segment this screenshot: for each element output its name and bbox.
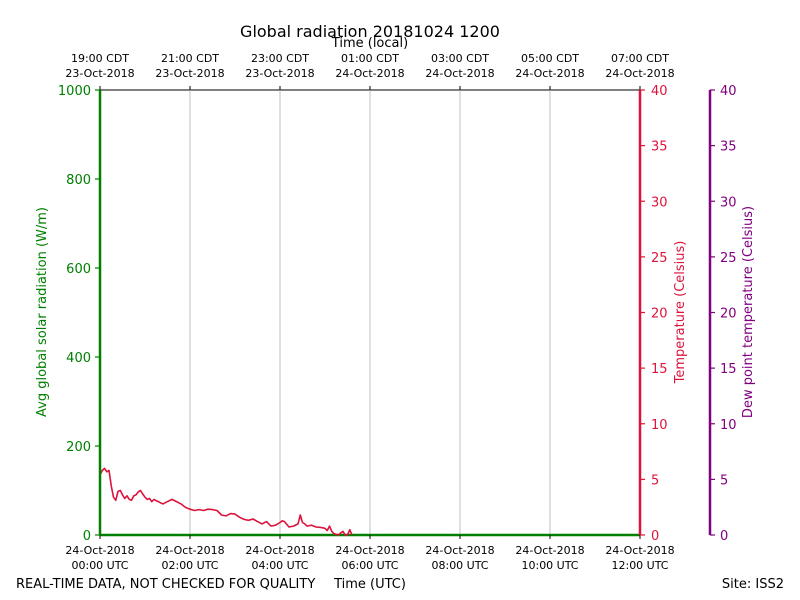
x-tick-utc-time: 00:00 UTC	[71, 559, 128, 572]
y-tick-right2-label: 15	[720, 362, 737, 377]
y-tick-right-label: 15	[651, 362, 668, 377]
x-tick-utc-date: 24-Oct-2018	[335, 544, 404, 557]
y-tick-right-label: 0	[651, 529, 659, 544]
y-tick-right2-label: 40	[720, 84, 737, 99]
y-ticks-left: 0 200 400 600 800 1000	[58, 84, 100, 544]
y-axis-label-left: Avg global solar radiation (W/m)	[35, 207, 50, 417]
y-tick-left-label: 600	[66, 262, 91, 277]
x-tick-utc-date: 24-Oct-2018	[425, 544, 494, 557]
y-tick-right2-label: 0	[720, 529, 728, 544]
x-tick-local-time: 23:00 CDT	[251, 52, 309, 65]
x-tick-utc-time: 02:00 UTC	[161, 559, 218, 572]
y-tick-right-label: 20	[651, 307, 668, 322]
x-tick-utc-date: 24-Oct-2018	[245, 544, 314, 557]
x-ticks-local: 19:00 CDT 23-Oct-2018 21:00 CDT 23-Oct-2018…	[65, 52, 675, 90]
y-tick-left-label: 1000	[58, 84, 91, 99]
y-tick-left-label: 0	[83, 529, 91, 544]
x-tick-utc-date: 24-Oct-2018	[155, 544, 224, 557]
y-tick-right2-label: 35	[720, 140, 737, 155]
x-tick-local-time: 01:00 CDT	[341, 52, 399, 65]
x-tick-local-date: 23-Oct-2018	[65, 67, 134, 80]
y-axis-label-right: Temperature (Celsius)	[673, 241, 688, 385]
x-tick-local-time: 07:00 CDT	[611, 52, 669, 65]
y-tick-right-label: 25	[651, 251, 668, 266]
y-tick-right2-label: 25	[720, 251, 737, 266]
top-axis-label: Time (local)	[331, 36, 408, 51]
x-tick-local-time: 19:00 CDT	[71, 52, 129, 65]
x-ticks-utc: 24-Oct-2018 00:00 UTC 24-Oct-2018 02:00 UTC…	[65, 535, 675, 572]
x-tick-local-time: 21:00 CDT	[161, 52, 219, 65]
chart-title: Global radiation 20181024 1200	[240, 22, 500, 41]
y-tick-left-label: 200	[66, 440, 91, 455]
y-tick-right-label: 30	[651, 195, 668, 210]
x-tick-local-date: 24-Oct-2018	[425, 67, 494, 80]
y-tick-right2-label: 10	[720, 418, 737, 433]
x-tick-utc-date: 24-Oct-2018	[605, 544, 674, 557]
x-tick-local-date: 24-Oct-2018	[335, 67, 404, 80]
x-tick-utc-date: 24-Oct-2018	[515, 544, 584, 557]
x-tick-local-date: 23-Oct-2018	[155, 67, 224, 80]
y-tick-left-label: 400	[66, 351, 91, 366]
y-tick-right-label: 10	[651, 418, 668, 433]
y-tick-left-label: 800	[66, 173, 91, 188]
x-tick-utc-time: 10:00 UTC	[521, 559, 578, 572]
x-gridlines	[189, 90, 551, 535]
footer-quality-note: REAL-TIME DATA, NOT CHECKED FOR QUALITY	[16, 577, 315, 592]
y-tick-right2-label: 5	[720, 473, 728, 488]
y-ticks-right2: 0 5 10 15 20 25 30 35 40	[710, 84, 737, 544]
y-ticks-right: 0 5 10 15 20 25 30 35 40	[640, 84, 668, 544]
x-axis-label: Time (UTC)	[333, 577, 406, 592]
x-tick-local-time: 03:00 CDT	[431, 52, 489, 65]
y-tick-right-label: 40	[651, 84, 668, 99]
y-tick-right-label: 35	[651, 140, 668, 155]
x-tick-utc-time: 04:00 UTC	[251, 559, 308, 572]
x-tick-utc-time: 12:00 UTC	[611, 559, 668, 572]
y-tick-right2-label: 30	[720, 195, 737, 210]
y-axis-label-right2: Dew point temperature (Celsius)	[741, 206, 756, 418]
x-tick-local-time: 05:00 CDT	[521, 52, 579, 65]
y-tick-right-label: 5	[651, 473, 659, 488]
x-tick-utc-time: 08:00 UTC	[431, 559, 488, 572]
x-tick-utc-date: 24-Oct-2018	[65, 544, 134, 557]
x-tick-local-date: 24-Oct-2018	[605, 67, 674, 80]
x-tick-local-date: 23-Oct-2018	[245, 67, 314, 80]
x-tick-utc-time: 06:00 UTC	[341, 559, 398, 572]
x-tick-local-date: 24-Oct-2018	[515, 67, 584, 80]
series-line	[99, 467, 353, 536]
y-tick-right2-label: 20	[720, 307, 737, 322]
footer-site: Site: ISS2	[722, 577, 784, 592]
